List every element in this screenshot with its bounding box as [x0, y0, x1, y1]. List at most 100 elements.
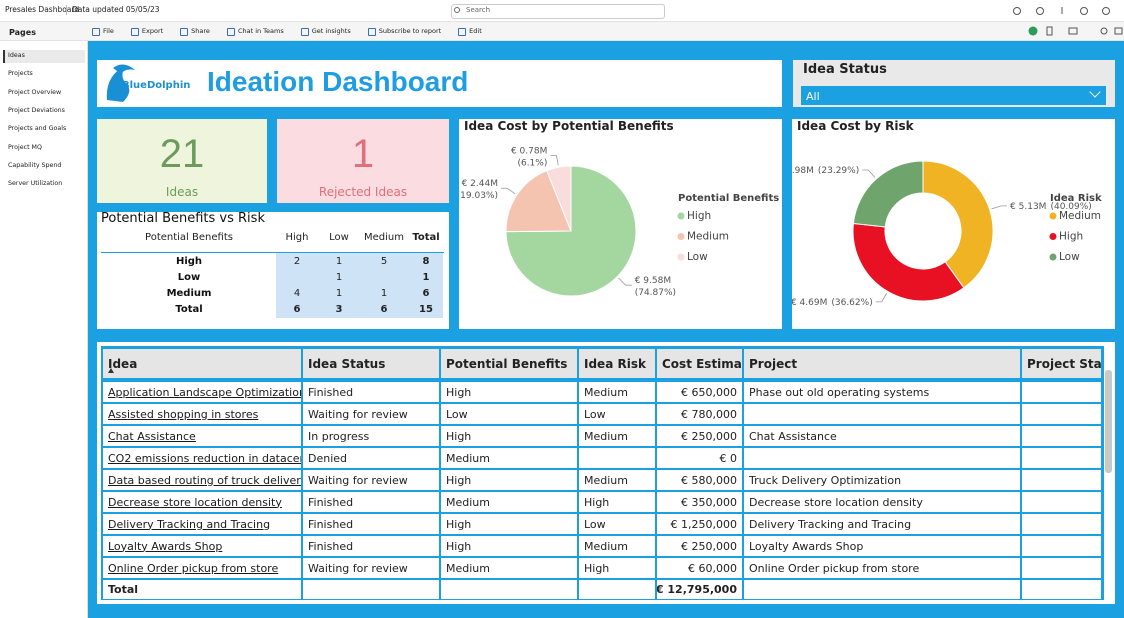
pages-title: Pages [9, 28, 36, 37]
column-header[interactable]: Project [743, 348, 1021, 379]
table-cell [1021, 579, 1102, 600]
matrix-value: 1 [335, 272, 343, 283]
page-item[interactable]: Server Utilization [8, 180, 63, 188]
matrix-row-header: Potential Benefits [145, 232, 233, 243]
column-header[interactable]: Idea [102, 348, 302, 379]
toolbar-icon [300, 28, 309, 36]
column-header[interactable]: Cost Estimate [656, 348, 743, 379]
page-item[interactable]: Ideas [8, 52, 25, 59]
page-item[interactable]: Project MQ [8, 143, 42, 151]
matrix-value: 1 [335, 288, 343, 299]
icon[interactable] [1036, 7, 1044, 15]
page-item[interactable]: Project Overview [8, 88, 62, 96]
idea-link[interactable]: Loyalty Awards Shop [102, 535, 302, 557]
table-cell: € 250,000 [656, 535, 743, 557]
table-cell: Delivery Tracking and Tracing [743, 513, 1021, 535]
matrix-value: 4 [293, 288, 301, 299]
kpi-label: Rejected Ideas [318, 185, 408, 199]
toolbar-item[interactable]: Subscribe to report [378, 27, 442, 35]
idea-link[interactable]: Decrease store location density [102, 491, 302, 513]
toolbar-icon [367, 28, 376, 36]
scrollbar-thumb[interactable] [1105, 370, 1112, 473]
page-item[interactable]: Projects [8, 70, 33, 78]
data-label-percent: (74.87%) [635, 288, 676, 298]
slicer-value[interactable]: All [806, 90, 820, 103]
icon[interactable] [1100, 27, 1108, 35]
icon[interactable] [1013, 7, 1021, 15]
slicer-dropdown[interactable] [801, 86, 1106, 105]
toolbar-item[interactable]: Get insights [311, 27, 351, 35]
report-name: Presales Dashboard [5, 5, 80, 14]
pie-chart: Idea Cost by Potential Benefits € 9.58M (7… [459, 119, 779, 298]
matrix-row-name: Total [175, 304, 203, 315]
toolbar-item[interactable]: Share [191, 27, 210, 35]
table-cell [578, 447, 656, 469]
pie-slice [922, 160, 994, 289]
column-header[interactable]: Potential Benefits [440, 348, 578, 379]
logo-mark [113, 64, 135, 74]
icon[interactable] [1102, 7, 1110, 15]
matrix-value: 1 [335, 256, 343, 267]
kpi-card [97, 119, 267, 203]
table-cell [1021, 447, 1102, 469]
idea-link[interactable]: Online Order pickup from store [102, 557, 302, 579]
chart-title: Idea Cost by Risk [797, 119, 915, 133]
table-cell: Waiting for review [302, 403, 440, 425]
matrix-row-name: High [175, 256, 203, 267]
idea-link[interactable]: Assisted shopping in stores [102, 403, 302, 425]
matrix-value: 5 [380, 256, 388, 267]
idea-link[interactable]: Delivery Tracking and Tracing [102, 513, 302, 535]
idea-link[interactable]: Application Landscape Optimization [102, 381, 302, 403]
icon[interactable] [1080, 7, 1088, 15]
table-cell: € 12,795,000 [656, 579, 743, 600]
table-cell: Waiting for review [302, 557, 440, 579]
page-item[interactable]: Project Deviations [8, 106, 65, 114]
toolbar-item[interactable]: Export [141, 27, 164, 35]
icon[interactable] [1114, 27, 1123, 35]
icon[interactable] [1068, 27, 1078, 35]
table-cell: Medium [578, 535, 656, 557]
page-item[interactable]: Capability Spend [8, 161, 62, 169]
idea-link[interactable]: CO2 emissions reduction in datacenters [102, 447, 302, 469]
leader-line [550, 155, 559, 166]
table-cell: Medium [578, 381, 656, 403]
pie-chart: Idea Cost by Risk € 5.13M (40.09%) € 4.69M (… [792, 119, 1102, 308]
table-cell: Finished [302, 513, 440, 535]
page-item[interactable]: Projects and Goals [8, 125, 67, 133]
table-cell: Low [440, 403, 578, 425]
data-label: € 4.69M [792, 298, 827, 308]
legend-label: High [1059, 231, 1083, 243]
search-box[interactable] [451, 4, 665, 19]
table-cell [743, 579, 1021, 600]
data-label: € 9.58M [635, 276, 671, 286]
matrix-column-header: Total [412, 232, 440, 243]
matrix-column-header: High [285, 232, 309, 243]
toolbar-item[interactable]: Chat in Teams [237, 27, 284, 35]
kpi-card [277, 119, 449, 203]
matrix-value: 15 [419, 304, 433, 315]
toolbar-item[interactable]: Edit [469, 27, 482, 35]
idea-link[interactable]: Chat Assistance [102, 425, 302, 447]
table-cell: Denied [302, 447, 440, 469]
separator [66, 5, 67, 15]
legend-marker [677, 212, 685, 220]
table-cell: Waiting for review [302, 469, 440, 491]
column-header[interactable]: Idea Risk [578, 348, 656, 379]
table-cell [1021, 403, 1102, 425]
data-label: € 0.78M [511, 146, 547, 156]
search-placeholder: Search [466, 6, 491, 14]
table-cell: High [440, 535, 578, 557]
header-card [97, 60, 782, 107]
idea-link[interactable]: Data based routing of truck deliveries [102, 469, 302, 491]
toolbar-item[interactable]: File [103, 27, 114, 35]
legend-marker [1049, 212, 1057, 220]
column-header[interactable]: Idea Status [302, 348, 440, 379]
kpi-value: 1 [351, 132, 375, 176]
table-cell: Finished [302, 491, 440, 513]
column-header[interactable]: Project State [1021, 348, 1102, 379]
data-label-percent: (19.03%) [459, 191, 498, 201]
icon[interactable] [1046, 26, 1053, 36]
status-icon [1028, 26, 1038, 36]
toolbar-icons [454, 7, 1123, 36]
matrix-title: Potential Benefits vs Risk [101, 211, 265, 226]
